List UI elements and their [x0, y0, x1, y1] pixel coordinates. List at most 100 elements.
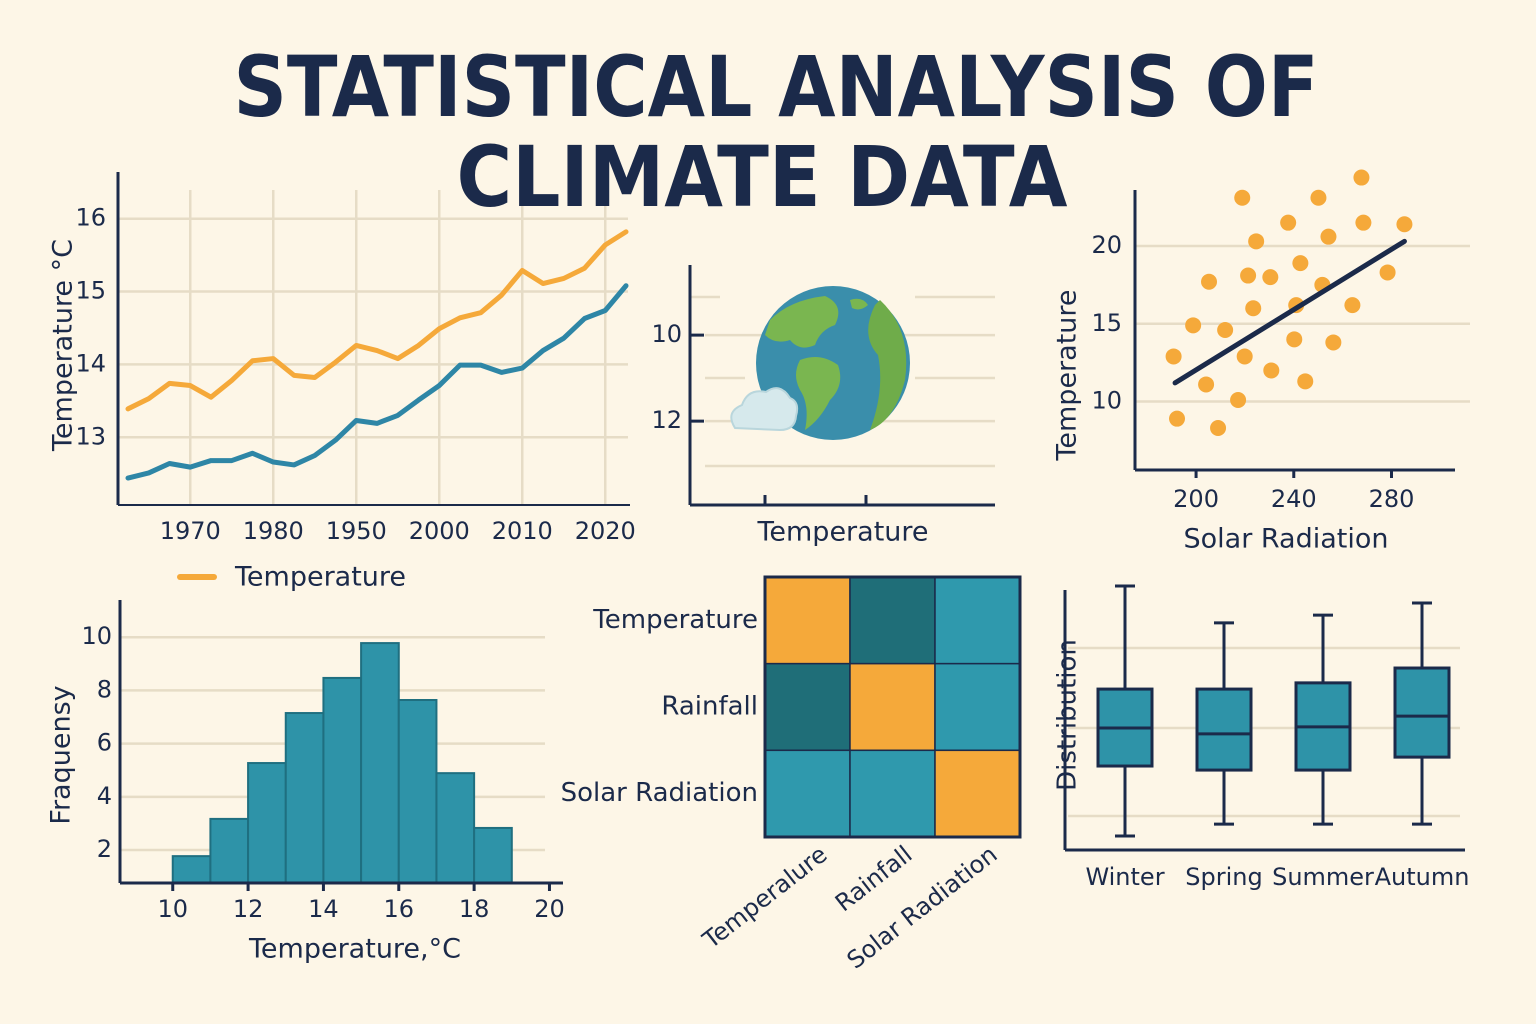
heatmap-cell [934, 662, 1021, 752]
trend-line [1172, 238, 1407, 386]
legend-label: Temperature [234, 562, 406, 593]
y-tick-label: 10 [651, 320, 682, 348]
scatter-point [1236, 348, 1253, 365]
x-tick-label: 280 [1369, 485, 1415, 513]
y-tick-label: 15 [75, 277, 106, 305]
y-tick-label: 10 [81, 622, 112, 650]
histogram-bar [397, 699, 438, 884]
scatter-point [1292, 255, 1309, 272]
scatter-point [1396, 216, 1413, 233]
cloud [730, 387, 799, 432]
row-label: Temperature [592, 605, 758, 635]
y-tick-label: 20 [1091, 231, 1122, 259]
globe-illustration [730, 286, 910, 440]
line-series [125, 283, 629, 481]
scatter-point [1297, 373, 1314, 390]
y-tick-label: 15 [1091, 309, 1122, 337]
heatmap-cell [849, 662, 936, 752]
continent [765, 296, 839, 348]
row-label: Rainfall [661, 692, 758, 722]
heatmap-cell [934, 576, 1021, 665]
title: CLIMATE DATA [457, 128, 1068, 226]
scatter-point [1325, 334, 1342, 351]
x-tick-label: Winter [1085, 863, 1164, 891]
x-tick-label: 2010 [492, 517, 553, 545]
x-tick-label: 240 [1271, 485, 1317, 513]
x-tick-label: 200 [1173, 485, 1219, 513]
scatter-point [1353, 169, 1370, 186]
histogram-bar [209, 817, 250, 884]
y-axis-label: Temperature [1052, 289, 1083, 461]
x-tick-label: 20 [534, 895, 565, 923]
y-tick-label: 6 [97, 729, 112, 757]
x-tick-label: 14 [308, 895, 339, 923]
histogram-bar [435, 772, 476, 884]
y-tick-label: 16 [75, 204, 106, 232]
title: STATISTICAL ANALYSIS OF [234, 38, 1319, 136]
scatter-point [1240, 267, 1257, 284]
scatter-point [1280, 214, 1297, 231]
continent [796, 356, 841, 430]
continent [868, 300, 907, 430]
row-label: Solar Radiation [561, 778, 758, 808]
heatmap-cell [849, 576, 936, 665]
scatter-point [1210, 420, 1227, 436]
histogram-bar [473, 826, 513, 885]
histogram-bar [247, 762, 287, 885]
x-tick-label: 16 [384, 895, 415, 923]
x-tick-label: 1950 [326, 517, 387, 545]
x-tick-label: Summer [1272, 863, 1374, 891]
y-tick-label: 13 [75, 422, 106, 450]
heatmap-cell [849, 749, 936, 838]
histogram-bar [171, 855, 212, 885]
x-tick-label: 2000 [409, 517, 470, 545]
scatter-point [1262, 269, 1279, 286]
y-tick-label: 10 [1091, 387, 1122, 415]
scatter-point [1379, 264, 1396, 281]
scatter-point [1248, 233, 1265, 250]
histogram-bar [284, 712, 325, 884]
x-tick-label: 18 [459, 895, 490, 923]
y-tick-label: 14 [75, 349, 106, 377]
scatter-point [1344, 297, 1361, 314]
line-series [125, 229, 629, 412]
y-tick-label: 2 [97, 835, 112, 863]
x-tick-label: 10 [157, 895, 188, 923]
histogram-bar [322, 676, 363, 884]
heatmap-border [763, 575, 1022, 839]
scatter-point [1310, 189, 1327, 206]
x-axis-label: Temperature [756, 517, 928, 548]
x-tick-label: Spring [1185, 863, 1262, 891]
x-tick-label: 1980 [243, 517, 304, 545]
scatter-point [1185, 317, 1202, 334]
scatter-point [1201, 273, 1218, 290]
scatter-point [1217, 322, 1234, 338]
heatmap-cell [764, 662, 851, 752]
x-axis-label: Temperature,°C [248, 934, 461, 965]
box [1393, 666, 1451, 759]
scatter-point [1165, 348, 1182, 365]
x-tick-label: 12 [233, 895, 264, 923]
heatmap-cell [764, 576, 851, 665]
x-tick-label: Autumn [1375, 863, 1470, 891]
histogram-bar [360, 642, 400, 884]
y-axis-label: Fraquensy [46, 685, 77, 824]
y-axis-label: Temperature °C [48, 239, 79, 452]
scatter-point [1230, 392, 1247, 408]
box [1195, 687, 1253, 772]
y-tick-label: 12 [651, 406, 682, 434]
y-tick-label: 8 [97, 675, 112, 703]
scatter-point [1320, 228, 1337, 245]
scatter-point [1234, 189, 1251, 206]
y-axis-label: Distribution [1053, 639, 1083, 791]
heatmap-cell [764, 749, 851, 838]
scatter-point [1355, 214, 1372, 231]
continent [850, 298, 868, 310]
scatter-point [1263, 362, 1280, 379]
heatmap-cell [934, 749, 1021, 838]
scatter-point [1198, 376, 1215, 393]
x-tick-label: 2020 [575, 517, 636, 545]
title-block: STATISTICAL ANALYSIS OF CLIMATE DATA [234, 38, 1319, 226]
